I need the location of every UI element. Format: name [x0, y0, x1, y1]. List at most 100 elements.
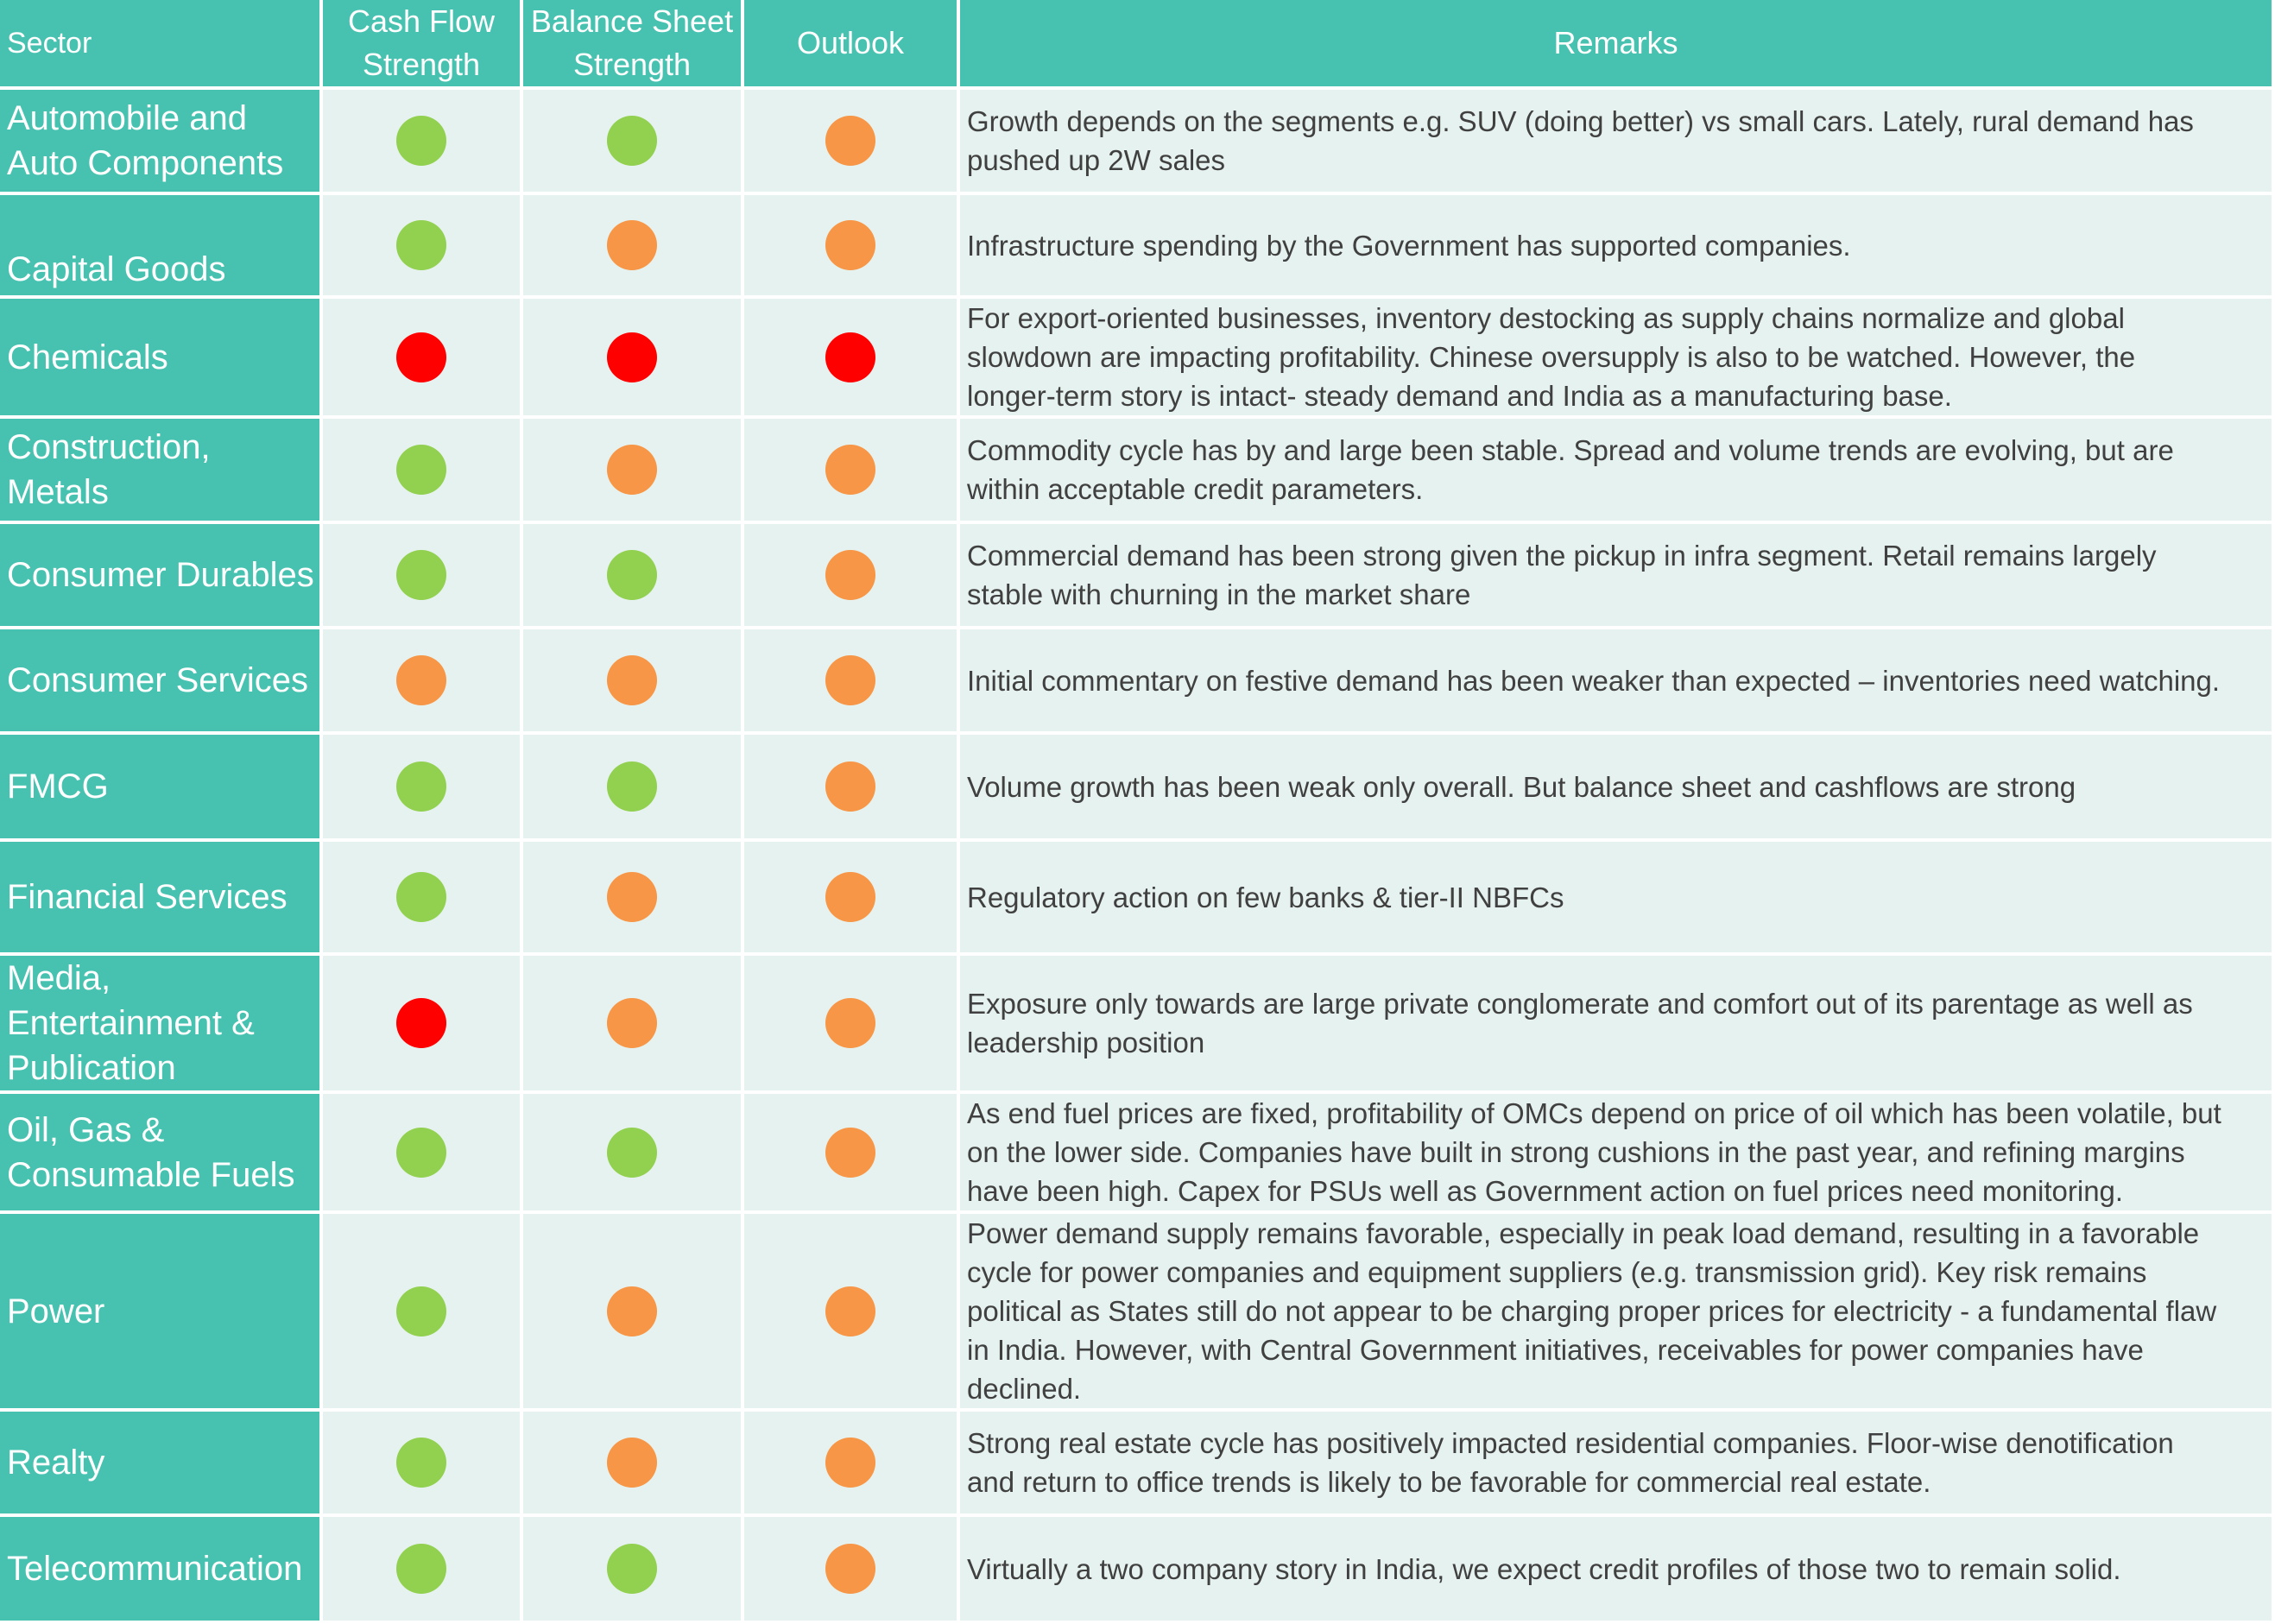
sector-name: Realty — [0, 1412, 323, 1517]
balance-sheet-cell — [523, 956, 744, 1094]
sector-name: Oil, Gas & Consumable Fuels — [0, 1094, 323, 1214]
amber-status-dot-icon — [607, 445, 657, 495]
green-status-dot-icon — [396, 220, 446, 270]
table-row: Financial Services Regulatory action on f… — [0, 842, 2275, 956]
table-row: Chemicals For export-oriented businesses,… — [0, 299, 2275, 419]
amber-status-dot-icon — [825, 220, 875, 270]
sector-name: Chemicals — [0, 299, 323, 419]
header-cash-flow: Cash Flow Strength — [323, 0, 523, 90]
cash-flow-cell — [323, 842, 523, 956]
header-balance-sheet: Balance Sheet Strength — [523, 0, 744, 90]
red-status-dot-icon — [396, 998, 446, 1048]
amber-status-dot-icon — [825, 1127, 875, 1178]
balance-sheet-cell — [523, 524, 744, 629]
amber-status-dot-icon — [825, 998, 875, 1048]
balance-sheet-cell — [523, 735, 744, 842]
outlook-cell — [744, 90, 960, 195]
green-status-dot-icon — [607, 1544, 657, 1594]
amber-status-dot-icon — [607, 220, 657, 270]
amber-status-dot-icon — [607, 655, 657, 705]
amber-status-dot-icon — [825, 1544, 875, 1594]
remarks-text: Strong real estate cycle has positively … — [960, 1412, 2275, 1517]
table-row: Power Power demand supply remains favorab… — [0, 1214, 2275, 1412]
balance-sheet-cell — [523, 1412, 744, 1517]
table-row: Automobile and Auto Components Growth dep… — [0, 90, 2275, 195]
outlook-cell — [744, 419, 960, 524]
table-row: Consumer Durables Commercial demand has b… — [0, 524, 2275, 629]
cash-flow-cell — [323, 1517, 523, 1624]
remarks-text: Commercial demand has been strong given … — [960, 524, 2275, 629]
sector-name: Financial Services — [0, 842, 323, 956]
table-row: Oil, Gas & Consumable Fuels As end fuel p… — [0, 1094, 2275, 1214]
table-row: Consumer Services Initial commentary on f… — [0, 629, 2275, 735]
amber-status-dot-icon — [396, 655, 446, 705]
header-outlook: Outlook — [744, 0, 960, 90]
balance-sheet-cell — [523, 842, 744, 956]
amber-status-dot-icon — [607, 1438, 657, 1488]
remarks-text: Commodity cycle has by and large been st… — [960, 419, 2275, 524]
amber-status-dot-icon — [607, 1286, 657, 1336]
cash-flow-cell — [323, 1214, 523, 1412]
table-row: Realty Strong real estate cycle has posit… — [0, 1412, 2275, 1517]
outlook-cell — [744, 524, 960, 629]
outlook-cell — [744, 629, 960, 735]
red-status-dot-icon — [607, 332, 657, 382]
sector-name: Consumer Services — [0, 629, 323, 735]
cash-flow-cell — [323, 419, 523, 524]
sector-name: Consumer Durables — [0, 524, 323, 629]
green-status-dot-icon — [396, 872, 446, 922]
remarks-text: Growth depends on the segments e.g. SUV … — [960, 90, 2275, 195]
amber-status-dot-icon — [607, 872, 657, 922]
green-status-dot-icon — [607, 761, 657, 812]
balance-sheet-cell — [523, 1094, 744, 1214]
outlook-cell — [744, 842, 960, 956]
remarks-text: Infrastructure spending by the Governmen… — [960, 195, 2275, 299]
outlook-cell — [744, 195, 960, 299]
balance-sheet-cell — [523, 299, 744, 419]
table-row: Media, Entertainment & Publication Exposu… — [0, 956, 2275, 1094]
table-row: Telecommunication Virtually a two company… — [0, 1517, 2275, 1624]
outlook-cell — [744, 735, 960, 842]
remarks-text: Volume growth has been weak only overall… — [960, 735, 2275, 842]
cash-flow-cell — [323, 524, 523, 629]
green-status-dot-icon — [396, 445, 446, 495]
red-status-dot-icon — [396, 332, 446, 382]
balance-sheet-cell — [523, 419, 744, 524]
green-status-dot-icon — [396, 761, 446, 812]
remarks-text: Regulatory action on few banks & tier-II… — [960, 842, 2275, 956]
cash-flow-cell — [323, 1412, 523, 1517]
cash-flow-cell — [323, 90, 523, 195]
sector-name: Construction, Metals — [0, 419, 323, 524]
green-status-dot-icon — [396, 1438, 446, 1488]
outlook-cell — [744, 1517, 960, 1624]
balance-sheet-cell — [523, 1517, 744, 1624]
amber-status-dot-icon — [825, 872, 875, 922]
table-row: Construction, Metals Commodity cycle has … — [0, 419, 2275, 524]
green-status-dot-icon — [607, 550, 657, 600]
cash-flow-cell — [323, 299, 523, 419]
amber-status-dot-icon — [825, 1286, 875, 1336]
outlook-cell — [744, 1094, 960, 1214]
remarks-text: As end fuel prices are fixed, profitabil… — [960, 1094, 2275, 1214]
remarks-text: Exposure only towards are large private … — [960, 956, 2275, 1094]
sector-name: FMCG — [0, 735, 323, 842]
red-status-dot-icon — [825, 332, 875, 382]
green-status-dot-icon — [396, 1286, 446, 1336]
cash-flow-cell — [323, 195, 523, 299]
balance-sheet-cell — [523, 195, 744, 299]
amber-status-dot-icon — [825, 445, 875, 495]
amber-status-dot-icon — [607, 998, 657, 1048]
green-status-dot-icon — [607, 1127, 657, 1178]
cash-flow-cell — [323, 735, 523, 842]
balance-sheet-cell — [523, 90, 744, 195]
cash-flow-cell — [323, 629, 523, 735]
sector-name: Capital Goods — [0, 195, 323, 299]
remarks-text: For export-oriented businesses, inventor… — [960, 299, 2275, 419]
amber-status-dot-icon — [825, 761, 875, 812]
sector-name: Media, Entertainment & Publication — [0, 956, 323, 1094]
amber-status-dot-icon — [825, 1438, 875, 1488]
cash-flow-cell — [323, 1094, 523, 1214]
amber-status-dot-icon — [825, 116, 875, 166]
outlook-cell — [744, 956, 960, 1094]
